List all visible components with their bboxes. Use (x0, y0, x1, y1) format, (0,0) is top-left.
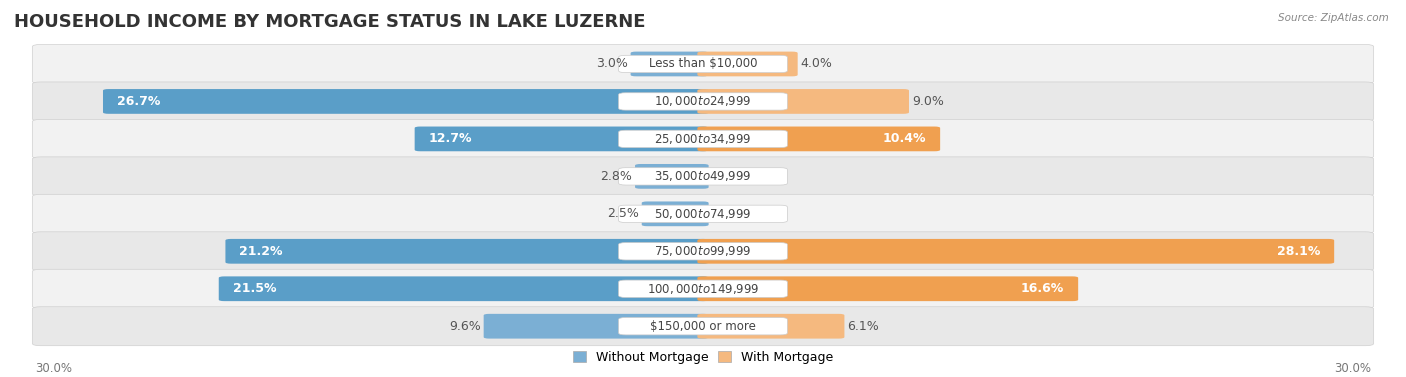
Text: 2.5%: 2.5% (607, 207, 638, 220)
Text: $25,000 to $34,999: $25,000 to $34,999 (654, 132, 752, 146)
Text: 21.5%: 21.5% (233, 282, 277, 295)
Text: $150,000 or more: $150,000 or more (650, 320, 756, 333)
FancyBboxPatch shape (641, 201, 709, 226)
FancyBboxPatch shape (103, 89, 709, 114)
FancyBboxPatch shape (697, 52, 797, 77)
FancyBboxPatch shape (32, 82, 1374, 121)
FancyBboxPatch shape (619, 280, 787, 297)
FancyBboxPatch shape (636, 164, 709, 189)
Text: 10.4%: 10.4% (883, 132, 927, 146)
Text: 28.1%: 28.1% (1277, 245, 1320, 258)
FancyBboxPatch shape (32, 120, 1374, 158)
FancyBboxPatch shape (619, 205, 787, 222)
FancyBboxPatch shape (32, 307, 1374, 346)
Text: 12.7%: 12.7% (429, 132, 472, 146)
FancyBboxPatch shape (219, 276, 709, 301)
Text: 3.0%: 3.0% (596, 57, 627, 70)
FancyBboxPatch shape (619, 55, 787, 73)
FancyBboxPatch shape (32, 157, 1374, 196)
FancyBboxPatch shape (619, 130, 787, 147)
FancyBboxPatch shape (225, 239, 709, 264)
Text: 16.6%: 16.6% (1021, 282, 1064, 295)
Text: 2.8%: 2.8% (600, 170, 633, 183)
Text: 30.0%: 30.0% (1334, 362, 1371, 374)
Text: Source: ZipAtlas.com: Source: ZipAtlas.com (1278, 13, 1389, 23)
Text: 9.0%: 9.0% (911, 95, 943, 108)
Text: $75,000 to $99,999: $75,000 to $99,999 (654, 244, 752, 258)
Text: 9.6%: 9.6% (449, 320, 481, 333)
FancyBboxPatch shape (415, 127, 709, 151)
Legend: Without Mortgage, With Mortgage: Without Mortgage, With Mortgage (568, 346, 838, 369)
Text: 26.7%: 26.7% (117, 95, 160, 108)
FancyBboxPatch shape (697, 314, 845, 339)
FancyBboxPatch shape (32, 232, 1374, 271)
FancyBboxPatch shape (619, 93, 787, 110)
FancyBboxPatch shape (32, 44, 1374, 83)
FancyBboxPatch shape (32, 269, 1374, 308)
Text: $10,000 to $24,999: $10,000 to $24,999 (654, 94, 752, 109)
FancyBboxPatch shape (630, 52, 709, 77)
FancyBboxPatch shape (697, 89, 908, 114)
Text: Less than $10,000: Less than $10,000 (648, 57, 758, 70)
FancyBboxPatch shape (484, 314, 709, 339)
Text: HOUSEHOLD INCOME BY MORTGAGE STATUS IN LAKE LUZERNE: HOUSEHOLD INCOME BY MORTGAGE STATUS IN L… (14, 13, 645, 31)
FancyBboxPatch shape (619, 243, 787, 260)
Text: $35,000 to $49,999: $35,000 to $49,999 (654, 169, 752, 183)
FancyBboxPatch shape (697, 127, 941, 151)
Text: $50,000 to $74,999: $50,000 to $74,999 (654, 207, 752, 221)
FancyBboxPatch shape (697, 239, 1334, 264)
FancyBboxPatch shape (619, 168, 787, 185)
Text: 30.0%: 30.0% (35, 362, 72, 374)
Text: $100,000 to $149,999: $100,000 to $149,999 (647, 282, 759, 296)
FancyBboxPatch shape (619, 317, 787, 335)
FancyBboxPatch shape (697, 276, 1078, 301)
Text: 4.0%: 4.0% (800, 57, 832, 70)
Text: 21.2%: 21.2% (239, 245, 283, 258)
FancyBboxPatch shape (32, 195, 1374, 233)
Text: 6.1%: 6.1% (848, 320, 879, 333)
